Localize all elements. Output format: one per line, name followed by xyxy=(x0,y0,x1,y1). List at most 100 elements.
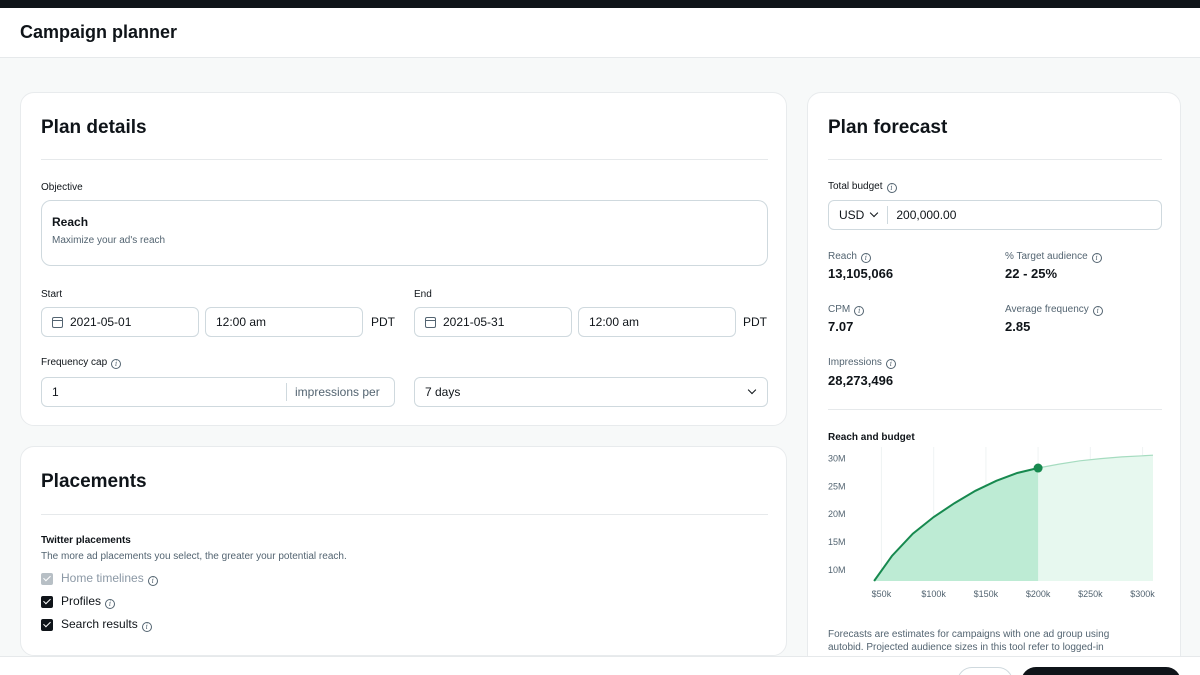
reach-budget-chart[interactable]: 10M 15M 20M 25M 30M $50k $100k $150k $200k $250k $… xyxy=(808,445,1182,615)
objective-select[interactable]: Reach Maximize your ad's reach xyxy=(41,200,768,266)
x-tick-label: $250k xyxy=(1078,589,1103,599)
start-date-input[interactable]: 2021-05-01 xyxy=(41,307,199,337)
end-label: End xyxy=(414,289,432,300)
divider xyxy=(41,159,768,160)
currency-select[interactable]: USD xyxy=(829,201,887,229)
frequency-period-value: 7 days xyxy=(425,385,461,399)
x-tick-label: $300k xyxy=(1130,589,1155,599)
objective-value: Reach xyxy=(52,215,89,229)
twitter-placements-label: Twitter placements xyxy=(41,535,131,546)
y-tick-label: 15M xyxy=(828,537,846,547)
info-icon[interactable]: i xyxy=(854,306,865,316)
reach-label: Reach i xyxy=(828,251,871,263)
y-tick-label: 10M xyxy=(828,565,846,575)
info-icon[interactable]: i xyxy=(105,599,116,609)
frequency-period-select[interactable]: 7 days xyxy=(414,377,768,407)
search-results-label: Search results i xyxy=(61,617,152,632)
info-icon[interactable]: i xyxy=(141,622,152,632)
average-frequency-value: 2.85 xyxy=(1005,319,1031,334)
profiles-checkbox[interactable] xyxy=(41,596,53,608)
end-time-input[interactable]: 12:00 am xyxy=(578,307,736,337)
impressions-label-text: Impressions xyxy=(828,357,882,368)
forecast-note-line-1: Forecasts are estimates for campaigns wi… xyxy=(828,629,1110,640)
frequency-cap-value: 1 xyxy=(52,385,59,399)
divider xyxy=(828,409,1162,410)
divider xyxy=(828,159,1162,160)
impressions-value: 28,273,496 xyxy=(828,373,894,388)
info-icon[interactable]: i xyxy=(886,183,897,193)
total-budget-label: Total budget i xyxy=(828,181,897,193)
frequency-cap-label: Frequency cap i xyxy=(41,357,122,369)
forecast-note-line-2: autobid. Projected audience sizes in thi… xyxy=(828,642,1104,653)
info-icon[interactable]: i xyxy=(1092,306,1103,316)
target-audience-value: 22 - 25% xyxy=(1005,266,1058,281)
info-icon[interactable]: i xyxy=(147,576,158,586)
start-label: Start xyxy=(41,289,63,300)
forecast-line-selected xyxy=(873,467,1039,582)
cpm-label: CPM i xyxy=(828,304,865,316)
top-bar xyxy=(0,0,1200,8)
app-title: Campaign planner xyxy=(20,22,178,42)
y-tick-label: 25M xyxy=(828,481,846,491)
x-tick-label: $100k xyxy=(921,589,946,599)
info-icon[interactable]: i xyxy=(111,359,122,369)
search-results-text: Search results xyxy=(61,617,138,631)
frequency-cap-input[interactable]: 1 impressions per xyxy=(41,377,395,407)
total-budget-input[interactable]: USD 200,000.00 xyxy=(828,200,1162,230)
calendar-icon xyxy=(52,316,63,328)
x-tick-label: $50k xyxy=(872,589,892,599)
average-frequency-label-text: Average frequency xyxy=(1005,304,1089,315)
start-time-value: 12:00 am xyxy=(216,315,267,329)
plan-details-title: Plan details xyxy=(41,117,147,138)
total-budget-value: 200,000.00 xyxy=(896,208,957,222)
plan-forecast-card: Plan forecast Total budget i USD 200,000.… xyxy=(807,92,1181,672)
footer-bar xyxy=(0,656,1200,675)
forecast-area-selected xyxy=(874,468,1039,581)
target-audience-label-text: % Target audience xyxy=(1005,251,1088,262)
placements-title: Placements xyxy=(41,471,147,492)
end-timezone: PDT xyxy=(743,315,767,329)
primary-button[interactable] xyxy=(1021,667,1181,675)
end-date-input[interactable]: 2021-05-31 xyxy=(414,307,572,337)
reach-value: 13,105,066 xyxy=(828,266,894,281)
cpm-label-text: CPM xyxy=(828,304,851,315)
selected-budget-point xyxy=(1033,463,1043,473)
objective-description: Maximize your ad's reach xyxy=(52,235,166,246)
plan-forecast-title: Plan forecast xyxy=(828,117,948,138)
profiles-label: Profiles i xyxy=(61,594,116,609)
frequency-cap-label-text: Frequency cap xyxy=(41,357,108,368)
x-tick-label: $150k xyxy=(974,589,999,599)
app-header: Campaign planner xyxy=(0,8,1200,58)
twitter-placements-description: The more ad placements you select, the g… xyxy=(41,551,347,562)
chevron-down-icon xyxy=(870,208,879,218)
chevron-down-icon xyxy=(747,385,757,395)
total-budget-label-text: Total budget xyxy=(828,181,883,192)
info-icon[interactable]: i xyxy=(860,253,871,263)
objective-label: Objective xyxy=(41,182,83,193)
end-time-value: 12:00 am xyxy=(589,315,640,329)
info-icon[interactable]: i xyxy=(885,359,896,369)
home-timelines-checkbox[interactable] xyxy=(41,573,53,585)
info-icon[interactable]: i xyxy=(1091,253,1102,263)
y-tick-label: 20M xyxy=(828,509,846,519)
placements-card: Placements Twitter placements The more a… xyxy=(20,446,787,656)
plan-details-card: Plan details Objective Reach Maximize yo… xyxy=(20,92,787,426)
target-audience-label: % Target audience i xyxy=(1005,251,1102,263)
end-date-value: 2021-05-31 xyxy=(443,315,505,329)
frequency-cap-suffix: impressions per xyxy=(295,385,380,399)
profiles-text: Profiles xyxy=(61,594,102,608)
forecast-line-rest xyxy=(1037,454,1154,469)
divider xyxy=(41,514,768,515)
reach-label-text: Reach xyxy=(828,251,857,262)
field-separator xyxy=(286,383,287,401)
secondary-button[interactable] xyxy=(957,667,1013,675)
currency-value: USD xyxy=(839,208,865,222)
calendar-icon xyxy=(425,316,436,328)
search-results-checkbox[interactable] xyxy=(41,619,53,631)
start-time-input[interactable]: 12:00 am xyxy=(205,307,363,337)
start-date-value: 2021-05-01 xyxy=(70,315,132,329)
x-tick-label: $200k xyxy=(1026,589,1051,599)
cpm-value: 7.07 xyxy=(828,319,854,334)
impressions-label: Impressions i xyxy=(828,357,896,369)
field-separator xyxy=(887,206,889,224)
